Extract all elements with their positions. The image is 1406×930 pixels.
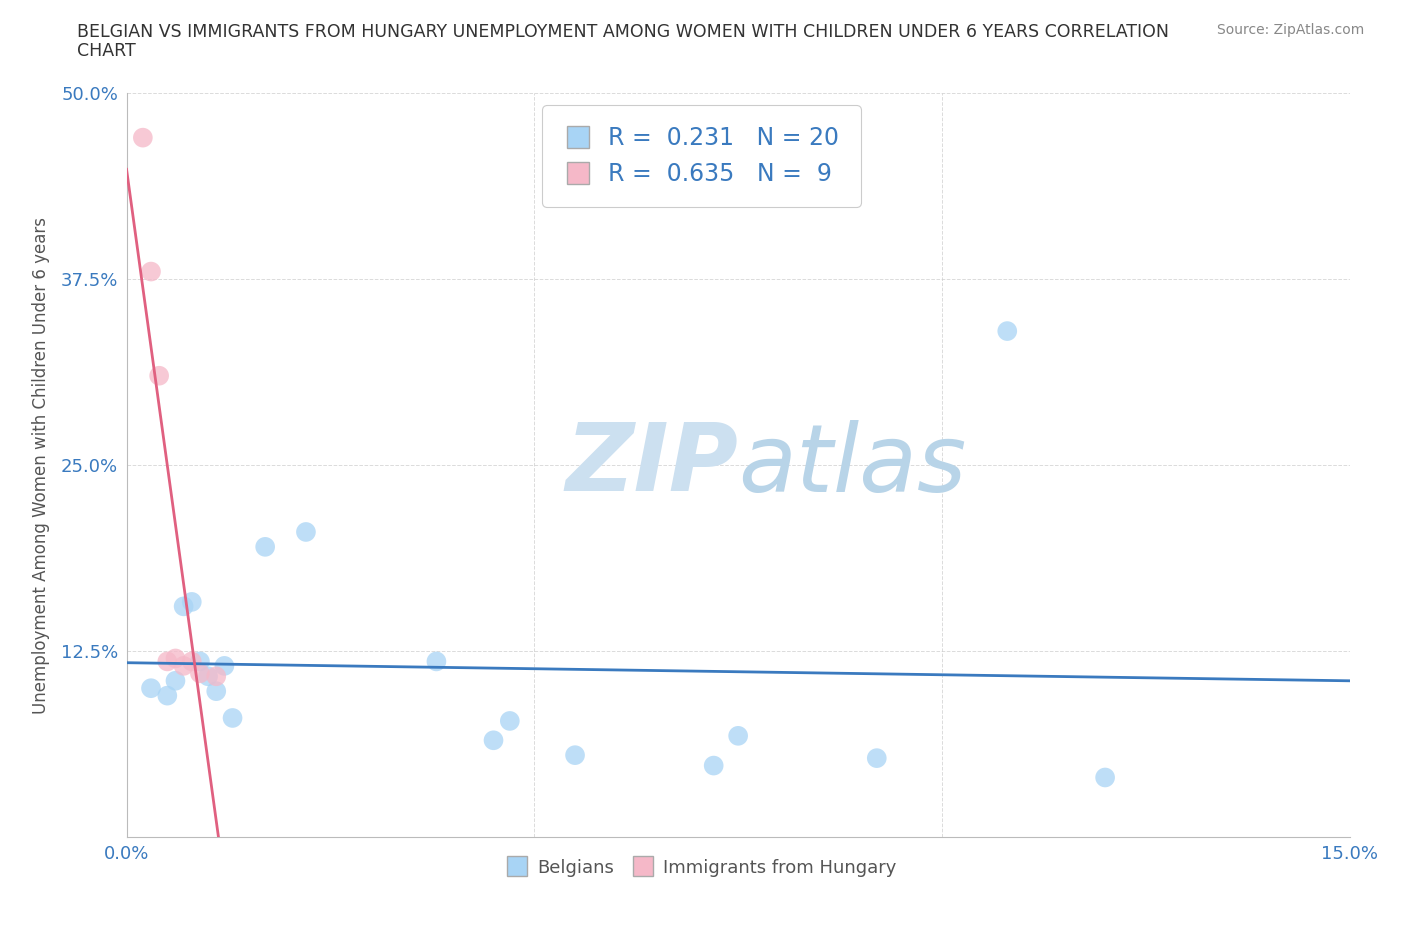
Text: atlas: atlas: [738, 419, 966, 511]
Point: [165, 673, 187, 688]
Point: [254, 539, 277, 554]
Point: [148, 368, 170, 383]
Point: [482, 733, 505, 748]
Point: [727, 728, 749, 743]
Point: [425, 654, 447, 669]
Text: Source: ZipAtlas.com: Source: ZipAtlas.com: [1216, 23, 1364, 37]
Point: [995, 324, 1018, 339]
Point: [156, 688, 179, 703]
Point: [197, 669, 219, 684]
Point: [205, 684, 228, 698]
Point: [205, 669, 228, 684]
Point: [295, 525, 318, 539]
Point: [214, 658, 236, 673]
Point: [139, 264, 162, 279]
Point: [139, 681, 162, 696]
Point: [499, 713, 522, 728]
Point: [188, 666, 211, 681]
Point: [866, 751, 889, 765]
Point: [564, 748, 586, 763]
Point: [1094, 770, 1116, 785]
Point: [188, 654, 211, 669]
Point: [132, 130, 155, 145]
Text: CHART: CHART: [77, 42, 136, 60]
Text: ZIP: ZIP: [565, 419, 738, 511]
Point: [165, 651, 187, 666]
Point: [180, 654, 202, 669]
Y-axis label: Unemployment Among Women with Children Under 6 years: Unemployment Among Women with Children U…: [32, 217, 49, 713]
Point: [156, 654, 179, 669]
Point: [703, 758, 725, 773]
Legend: Belgians, Immigrants from Hungary: Belgians, Immigrants from Hungary: [499, 851, 904, 884]
Point: [221, 711, 243, 725]
Point: [173, 599, 195, 614]
Point: [173, 658, 195, 673]
Point: [180, 594, 202, 609]
Text: BELGIAN VS IMMIGRANTS FROM HUNGARY UNEMPLOYMENT AMONG WOMEN WITH CHILDREN UNDER : BELGIAN VS IMMIGRANTS FROM HUNGARY UNEMP…: [77, 23, 1170, 41]
